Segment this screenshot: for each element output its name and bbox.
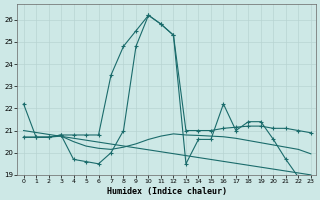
X-axis label: Humidex (Indice chaleur): Humidex (Indice chaleur)	[107, 187, 227, 196]
